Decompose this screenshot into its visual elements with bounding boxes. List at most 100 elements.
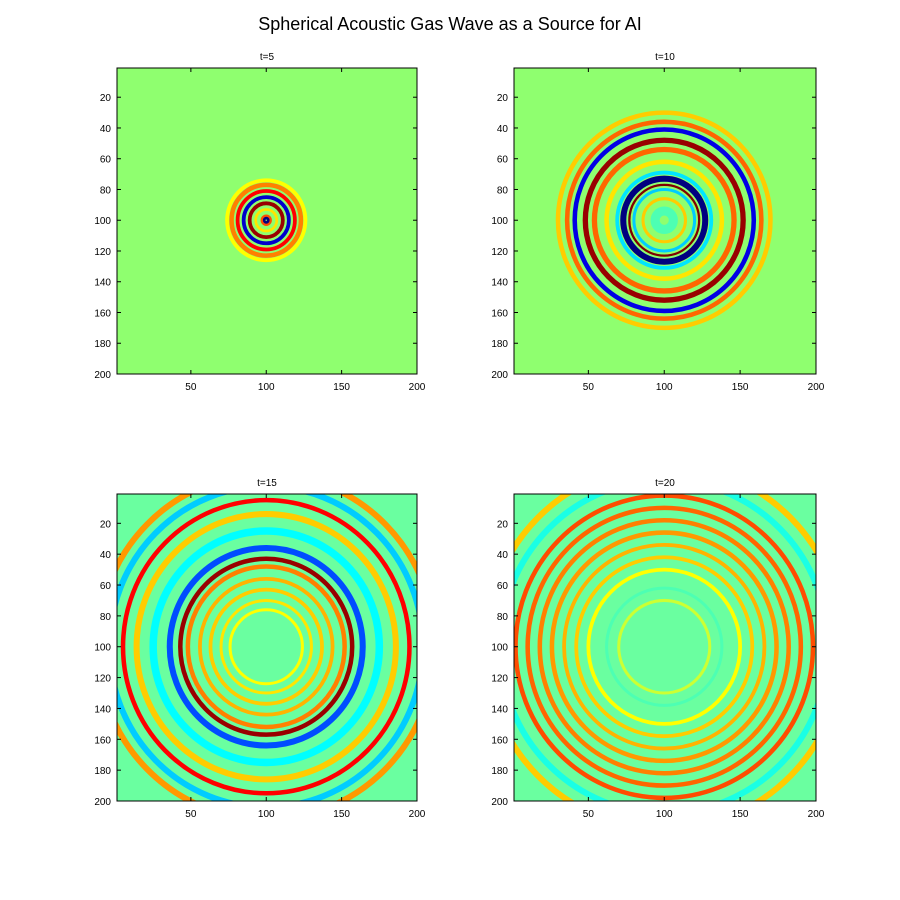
heatmap-panel-3: t=15 50 100 150 200 20 40 60 80 100 120 140 160 180 20… xyxy=(94,478,426,820)
wave-ring xyxy=(537,517,791,776)
wave-ring xyxy=(641,197,688,244)
y-tick-label: 20 xyxy=(497,93,509,104)
y-tick-label: 200 xyxy=(491,797,508,808)
x-tick-label: 100 xyxy=(258,809,275,820)
figure-title: Spherical Acoustic Gas Wave as a Source … xyxy=(258,14,642,34)
wave-ring xyxy=(525,505,804,788)
y-tick-label: 180 xyxy=(491,339,508,350)
y-tick-label: 180 xyxy=(491,766,508,777)
wave-ring xyxy=(219,598,313,695)
wave-ring xyxy=(166,544,366,749)
wave-ring xyxy=(549,530,779,764)
wave-ring xyxy=(228,608,304,686)
y-tick-label: 40 xyxy=(497,550,509,561)
panel-title: t=20 xyxy=(655,478,675,489)
y-tick-label: 60 xyxy=(497,581,509,592)
axes-frame xyxy=(513,67,817,375)
wave-ring xyxy=(562,543,767,751)
wave-ring xyxy=(574,555,755,739)
wave-ring xyxy=(133,511,399,783)
heatmap-background xyxy=(117,494,417,801)
panel-title: t=5 xyxy=(260,52,275,63)
wave-ring xyxy=(615,170,714,270)
wave-ring xyxy=(591,146,737,294)
x-tick-label: 200 xyxy=(808,382,825,393)
wave-ring xyxy=(185,564,347,730)
panel-title: t=15 xyxy=(257,478,277,489)
wave-ring xyxy=(586,567,743,726)
y-tick-label: 100 xyxy=(94,216,111,227)
wave-ring xyxy=(120,497,412,796)
y-tick-label: 120 xyxy=(94,674,111,685)
x-tick-label: 50 xyxy=(185,809,197,820)
y-tick-label: 200 xyxy=(94,370,111,381)
y-tick-label: 100 xyxy=(94,643,111,654)
y-tick-label: 60 xyxy=(100,581,112,592)
y-tick-label: 200 xyxy=(491,370,508,381)
y-tick-label: 60 xyxy=(100,155,112,166)
heatmap-panel-1: t=5 50 100 150 200 20 40 60 80 100 120 140 160 180 200 xyxy=(94,52,425,393)
wave-ring xyxy=(241,195,291,246)
y-tick-label: 160 xyxy=(491,308,508,319)
x-tick-label: 200 xyxy=(409,809,426,820)
wave-ring xyxy=(620,175,709,265)
x-tick-label: 50 xyxy=(583,382,595,393)
y-tick-label: 20 xyxy=(100,519,112,530)
y-tick-label: 160 xyxy=(94,308,111,319)
x-tick-label: 150 xyxy=(732,382,749,393)
wave-ring xyxy=(229,182,304,258)
axes-frame xyxy=(513,493,817,802)
wave-ring xyxy=(262,216,271,225)
wave-ring xyxy=(247,201,285,240)
x-tick-label: 50 xyxy=(185,382,197,393)
y-tick-label: 40 xyxy=(100,550,112,561)
y-tick-label: 180 xyxy=(94,766,111,777)
panel-title: t=10 xyxy=(655,52,675,63)
wave-ring xyxy=(628,183,701,257)
x-tick-label: 50 xyxy=(583,809,595,820)
y-tick-label: 20 xyxy=(100,93,112,104)
y-tick-label: 120 xyxy=(491,247,508,258)
wave-ring xyxy=(208,587,324,706)
axes-frame xyxy=(116,67,418,375)
heatmap-panel-4: t=20 50 100 150 200 20 40 60 80 100 120 140 160 180 20… xyxy=(491,478,825,820)
y-tick-label: 180 xyxy=(94,339,111,350)
heatmap-background xyxy=(514,68,816,374)
wave-rings xyxy=(555,110,773,331)
wave-ring xyxy=(582,137,746,303)
y-tick-label: 140 xyxy=(94,704,111,715)
wave-rings xyxy=(225,178,308,263)
wave-ring xyxy=(617,598,712,695)
y-tick-label: 40 xyxy=(100,124,112,135)
y-tick-label: 100 xyxy=(491,216,508,227)
x-tick-label: 200 xyxy=(409,382,426,393)
wave-ring xyxy=(225,178,308,263)
y-tick-label: 140 xyxy=(94,278,111,289)
x-tick-label: 100 xyxy=(258,382,275,393)
x-tick-label: 150 xyxy=(333,809,350,820)
wave-ring xyxy=(650,206,678,235)
wave-ring xyxy=(149,527,384,767)
wave-rings xyxy=(117,494,417,801)
wave-ring xyxy=(572,127,757,314)
wave-ring xyxy=(198,576,335,717)
y-tick-label: 160 xyxy=(94,735,111,746)
wave-ring xyxy=(604,159,725,281)
y-tick-label: 160 xyxy=(491,735,508,746)
y-tick-label: 80 xyxy=(100,185,112,196)
y-tick-label: 20 xyxy=(497,519,509,530)
y-tick-label: 120 xyxy=(94,247,111,258)
y-tick-label: 100 xyxy=(491,643,508,654)
y-tick-label: 140 xyxy=(491,278,508,289)
wave-ring xyxy=(235,189,297,252)
y-tick-label: 120 xyxy=(491,674,508,685)
wave-ring xyxy=(605,586,724,707)
y-tick-label: 140 xyxy=(491,704,508,715)
axes-frame xyxy=(116,493,418,802)
y-tick-label: 80 xyxy=(497,185,509,196)
x-tick-label: 200 xyxy=(808,809,825,820)
wave-ring xyxy=(632,187,697,253)
y-tick-label: 80 xyxy=(100,612,112,623)
wave-ring xyxy=(254,208,279,233)
